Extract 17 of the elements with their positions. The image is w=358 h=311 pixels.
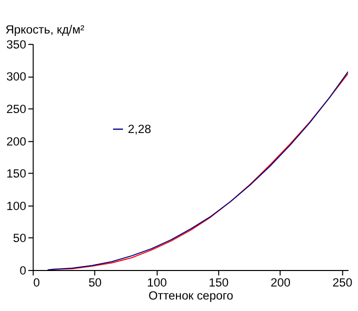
legend-label: 2,28 — [128, 122, 152, 136]
y-tick-label: 300 — [6, 70, 27, 84]
y-tick-label: 350 — [6, 37, 27, 52]
x-tick-label: 200 — [270, 275, 291, 290]
x-tick-label: 0 — [33, 275, 40, 290]
x-axis-title: Оттенок серого — [148, 288, 234, 302]
y-tick-label: 150 — [6, 166, 27, 181]
y-tick-label: 250 — [6, 102, 27, 116]
y-tick-label: 100 — [6, 198, 27, 213]
y-tick-label: 0 — [20, 263, 27, 278]
y-tick-label: 50 — [13, 231, 27, 246]
x-tick-label: 100 — [146, 275, 168, 290]
y-tick-label: 200 — [6, 134, 27, 148]
x-tick-label: 150 — [208, 275, 230, 290]
y-axis-title: Яркость, кд/м² — [5, 22, 84, 36]
x-tick-label: 50 — [88, 275, 102, 290]
x-tick-label: 250 — [332, 275, 353, 290]
